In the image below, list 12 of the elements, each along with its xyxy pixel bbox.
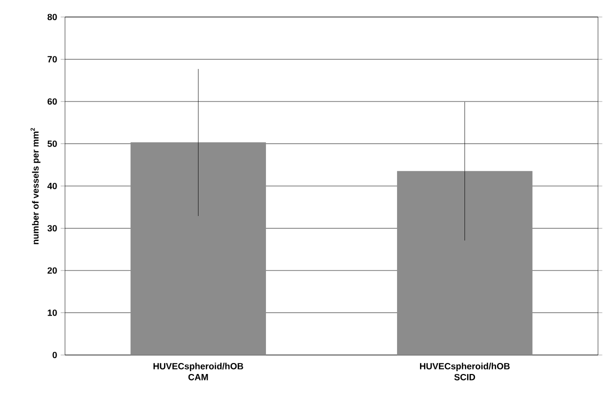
y-tick-label: 60 — [48, 98, 57, 105]
y-tick-label: 80 — [48, 14, 57, 20]
y-axis-title: number of vessels per mm$^{2}$ — [30, 128, 40, 244]
y-tick-label: 70 — [48, 56, 57, 62]
x-tick-label: HUVECspheroid/hOB SCID — [420, 362, 510, 380]
y-tick-label: 30 — [47, 225, 57, 232]
x-tick-label: HUVECspheroid/hOB CAM — [154, 362, 244, 380]
y-tick-label: 20 — [48, 267, 57, 274]
y-tick-label: 10 — [48, 310, 57, 316]
y-tick-label: 50 — [48, 140, 57, 147]
y-tick-label: 40 — [47, 182, 57, 190]
y-tick-label: 0 — [52, 352, 57, 358]
